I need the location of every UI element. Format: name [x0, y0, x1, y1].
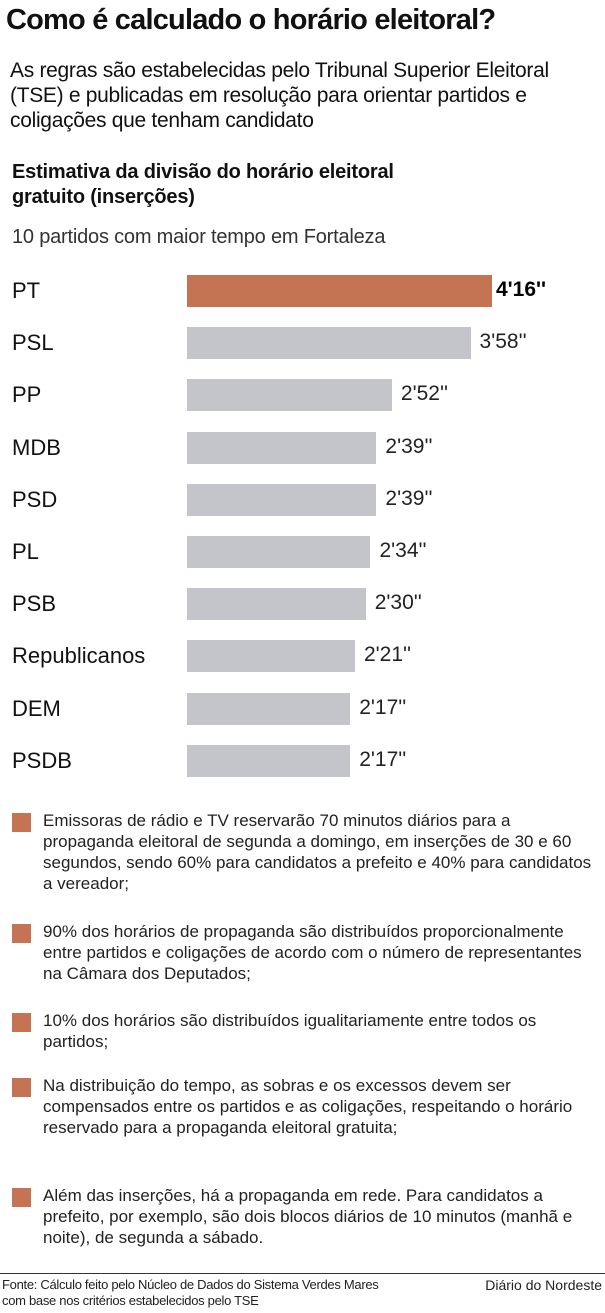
chart-subtitle: 10 partidos com maior tempo em Fortaleza	[12, 226, 386, 248]
page-title: Como é calculado o horário eleitoral?	[6, 4, 496, 36]
bullet-text: Emissoras de rádio e TV reservarão 70 mi…	[43, 811, 592, 893]
bullet-text: Na distribuição do tempo, as sobras e os…	[43, 1076, 573, 1137]
bullet-item: Na distribuição do tempo, as sobras e os…	[12, 1075, 597, 1138]
source-note: Fonte: Cálculo feito pelo Núcleo de Dado…	[2, 1277, 379, 1308]
square-bullet-icon	[12, 813, 31, 832]
bar-row: Republicanos 2'21''	[0, 640, 605, 673]
bar	[187, 588, 366, 621]
bullet-item: Emissoras de rádio e TV reservarão 70 mi…	[12, 810, 597, 894]
page-subtitle: As regras são estabelecidas pelo Tribuna…	[10, 59, 549, 132]
brand-name: Diário do Nordeste	[485, 1277, 602, 1293]
category-label: PSDB	[12, 747, 72, 773]
category-label: PP	[12, 382, 42, 408]
bar	[187, 431, 377, 464]
bar-row: PSD 2'39''	[0, 483, 605, 516]
bar-row: PSDB 2'17''	[0, 744, 605, 777]
bar-row: MDB 2'39''	[0, 431, 605, 464]
footer: Fonte: Cálculo feito pelo Núcleo de Dado…	[0, 1273, 605, 1308]
square-bullet-icon	[12, 1013, 31, 1032]
bar	[187, 536, 371, 568]
category-label: MDB	[12, 434, 61, 460]
value-label: 2'17''	[359, 695, 407, 719]
bullet-text: Além das inserções, há a propaganda em r…	[43, 1186, 573, 1247]
bar	[187, 483, 377, 516]
value-label: 2'17''	[359, 747, 407, 771]
square-bullet-icon	[12, 1188, 31, 1207]
category-label: PL	[12, 539, 39, 564]
bar	[187, 327, 471, 360]
value-label: 2'39''	[385, 434, 433, 458]
value-label: 2'52''	[400, 382, 448, 406]
bar-row: PT 4'16''	[0, 275, 605, 307]
category-label: PSL	[12, 330, 54, 356]
value-label: 2'34''	[379, 539, 427, 562]
value-label: 3'58''	[479, 330, 527, 354]
bar	[187, 275, 492, 307]
bullet-text: 10% dos horários são distribuídos iguali…	[43, 1011, 537, 1051]
bullet-item: 90% dos horários de propaganda são distr…	[12, 921, 597, 984]
bar	[187, 379, 392, 412]
bullet-item: 10% dos horários são distribuídos iguali…	[12, 1010, 597, 1052]
bar-row: DEM 2'17''	[0, 692, 605, 725]
bar-row: PSB 2'30''	[0, 588, 605, 621]
bullet-item: Além das inserções, há a propaganda em r…	[12, 1185, 597, 1248]
bullet-text: 90% dos horários de propaganda são distr…	[43, 922, 582, 983]
bar	[187, 744, 351, 777]
bar	[187, 692, 351, 725]
category-label: PSB	[12, 591, 57, 617]
bar-row: PP 2'52''	[0, 379, 605, 412]
category-label: Republicanos	[12, 643, 146, 669]
value-label: 2'39''	[385, 486, 433, 510]
bar	[187, 640, 355, 673]
value-label: 2'21''	[363, 643, 412, 667]
bar-row: PSL 3'58''	[0, 327, 605, 360]
chart-title: Estimativa da divisão do horário eleitor…	[12, 161, 394, 208]
square-bullet-icon	[12, 1078, 31, 1097]
value-label: 2'30''	[374, 591, 422, 615]
bar-row: PL 2'34''	[0, 536, 605, 568]
square-bullet-icon	[12, 924, 31, 943]
category-label: DEM	[12, 695, 61, 721]
category-label: PT	[12, 278, 41, 303]
value-label: 4'16''	[496, 278, 547, 301]
category-label: PSD	[12, 486, 58, 512]
